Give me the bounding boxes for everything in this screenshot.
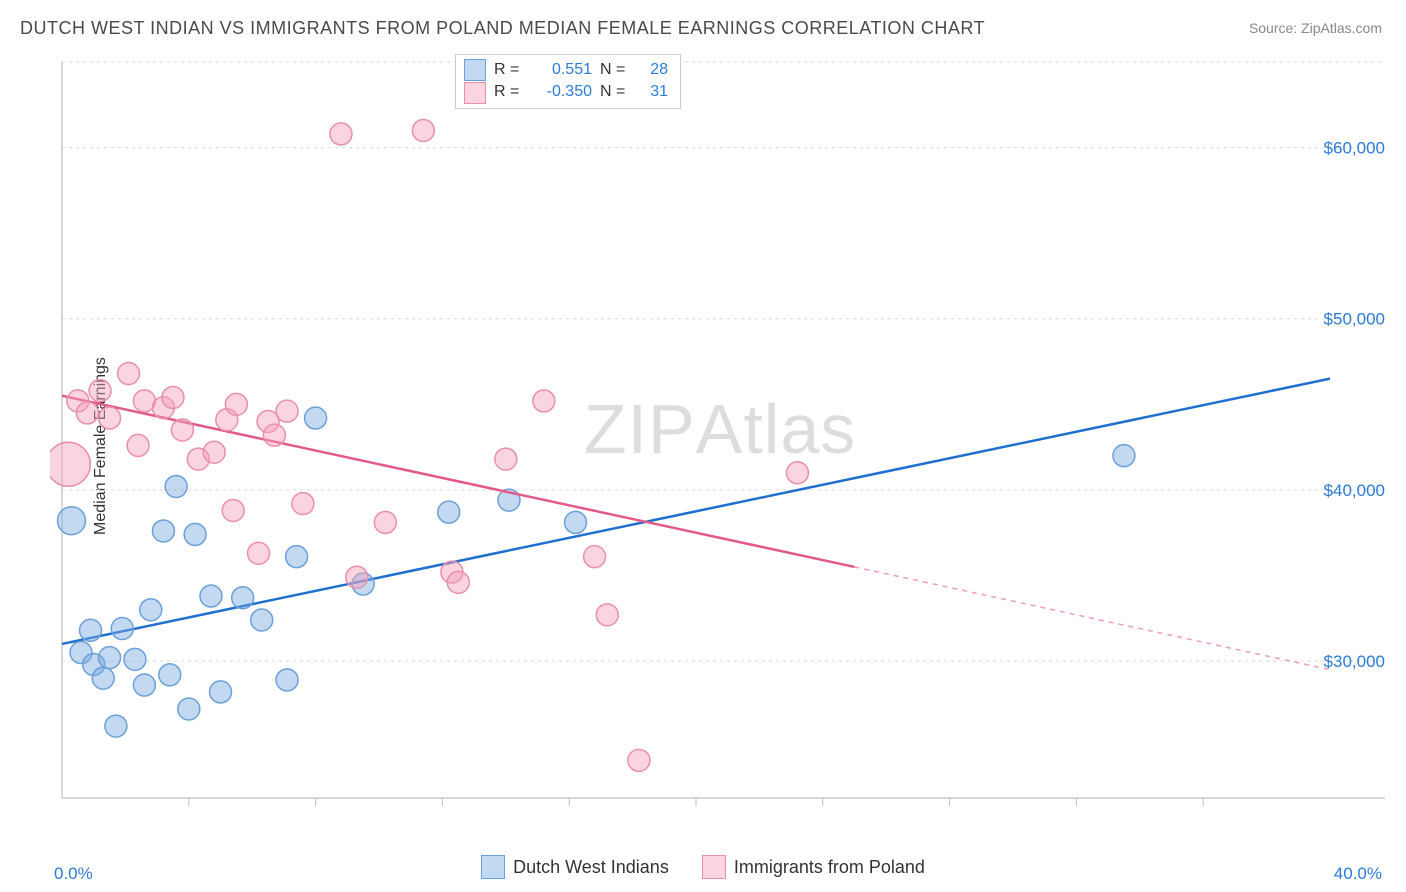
stat-r-value: 0.551 xyxy=(532,59,592,81)
legend-swatch-icon xyxy=(702,855,726,879)
source-label: Source: xyxy=(1249,20,1297,36)
svg-text:$30,000: $30,000 xyxy=(1324,652,1385,671)
source-attribution: Source: ZipAtlas.com xyxy=(1249,20,1382,36)
svg-text:$40,000: $40,000 xyxy=(1324,481,1385,500)
legend-item: Dutch West Indians xyxy=(481,855,669,879)
stat-n-value: 28 xyxy=(638,59,668,81)
stats-row: R = -0.350 N = 31 xyxy=(464,81,668,103)
series-swatch-icon xyxy=(464,59,486,81)
source-link[interactable]: ZipAtlas.com xyxy=(1301,20,1382,36)
stat-r-value: -0.350 xyxy=(532,81,592,103)
chart-svg: $30,000 $40,000 $50,000 $60,000 xyxy=(50,50,1390,840)
legend-label: Dutch West Indians xyxy=(513,857,669,878)
svg-text:$50,000: $50,000 xyxy=(1324,310,1385,329)
legend-item: Immigrants from Poland xyxy=(702,855,925,879)
stat-n-label: N = xyxy=(600,59,630,81)
stats-row: R = 0.551 N = 28 xyxy=(464,59,668,81)
stat-n-value: 31 xyxy=(638,81,668,103)
chart-title: DUTCH WEST INDIAN VS IMMIGRANTS FROM POL… xyxy=(20,18,985,39)
correlation-stats-box: R = 0.551 N = 28 R = -0.350 N = 31 xyxy=(455,54,681,109)
stat-r-label: R = xyxy=(494,81,524,103)
svg-text:$60,000: $60,000 xyxy=(1324,139,1385,158)
stat-n-label: N = xyxy=(600,81,630,103)
stat-r-label: R = xyxy=(494,59,524,81)
chart-plot-area: $30,000$40,000$50,000$60,000 ZIPAtlas xyxy=(50,50,1390,840)
legend-label: Immigrants from Poland xyxy=(734,857,925,878)
series-swatch-icon xyxy=(464,82,486,104)
legend-swatch-icon xyxy=(481,855,505,879)
x-axis-legend: Dutch West Indians Immigrants from Polan… xyxy=(0,855,1406,884)
